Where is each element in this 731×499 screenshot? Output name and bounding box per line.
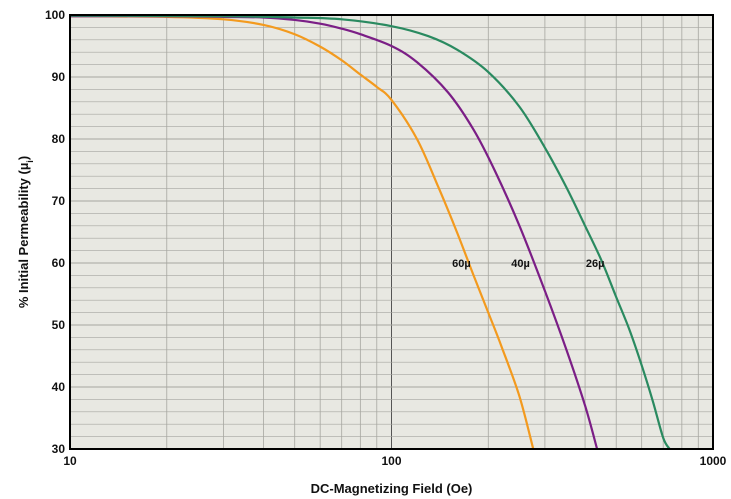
grid bbox=[70, 15, 713, 449]
curves bbox=[69, 14, 671, 450]
y-axis-title-subscript: i bbox=[25, 160, 35, 163]
y-tick-label: 30 bbox=[52, 442, 66, 456]
series-line-2 bbox=[69, 14, 671, 450]
series-labels: 60µ 40µ 26µ bbox=[452, 258, 604, 270]
y-tick-labels: 30 40 50 60 70 80 90 100 bbox=[45, 8, 65, 456]
y-tick-label: 70 bbox=[52, 194, 66, 208]
y-tick-label: 50 bbox=[52, 318, 66, 332]
y-axis-title-main: % Initial Permeability (µ bbox=[16, 163, 31, 308]
y-tick-label: 40 bbox=[52, 380, 66, 394]
series-line-0 bbox=[69, 15, 535, 450]
y-tick-label: 60 bbox=[52, 256, 66, 270]
x-tick-labels: 10 100 1000 bbox=[63, 454, 726, 468]
y-axis-title: % Initial Permeability (µi) bbox=[16, 156, 35, 308]
x-tick-label: 1000 bbox=[700, 454, 727, 468]
y-axis-title-close: ) bbox=[16, 156, 31, 160]
series-label-1: 40µ bbox=[511, 258, 530, 270]
x-axis-title: DC-Magnetizing Field (Oe) bbox=[311, 481, 473, 496]
plot-frame bbox=[69, 14, 714, 450]
y-tick-label: 90 bbox=[52, 70, 66, 84]
x-tick-label: 100 bbox=[381, 454, 401, 468]
series-label-0: 60µ bbox=[452, 258, 471, 270]
series-label-2: 26µ bbox=[586, 258, 605, 270]
y-tick-label: 80 bbox=[52, 132, 66, 146]
x-tick-label: 10 bbox=[63, 454, 77, 468]
y-tick-label: 100 bbox=[45, 8, 65, 22]
